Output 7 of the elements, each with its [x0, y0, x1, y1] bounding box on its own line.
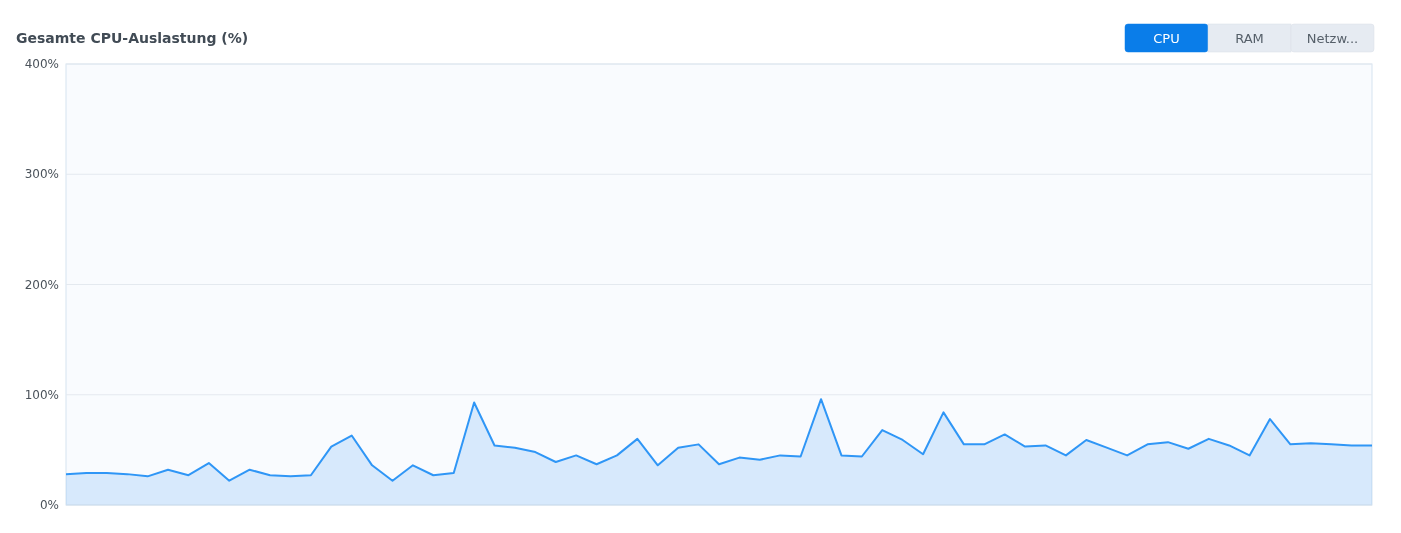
y-tick-label: 100%: [24, 387, 59, 402]
y-tick-label: 0%: [39, 498, 59, 512]
y-tick-label: 300%: [24, 167, 59, 182]
tab-switcher: CPU RAM Netzw...: [1124, 23, 1375, 53]
y-tick-label: 400%: [24, 57, 59, 71]
y-tick-label: 200%: [24, 277, 59, 292]
chart-title: Gesamte CPU-Auslastung (%): [16, 30, 249, 46]
